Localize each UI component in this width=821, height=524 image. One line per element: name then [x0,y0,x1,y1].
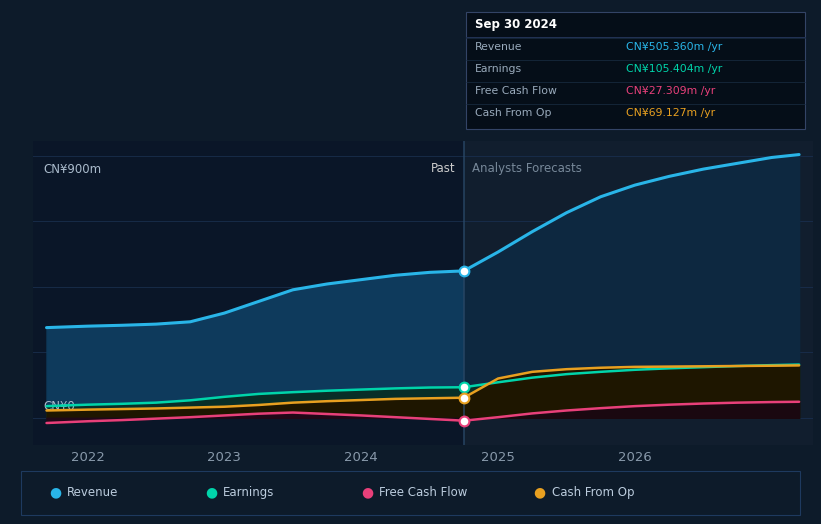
Text: ●: ● [361,486,374,499]
Text: ●: ● [534,486,546,499]
Text: Revenue: Revenue [475,42,523,52]
Text: CN¥505.360m /yr: CN¥505.360m /yr [626,42,722,52]
Text: Cash From Op: Cash From Op [552,486,634,499]
Text: ●: ● [49,486,62,499]
Text: CN¥0: CN¥0 [44,399,76,412]
Text: Earnings: Earnings [475,64,522,74]
Text: Revenue: Revenue [67,486,119,499]
Text: Analysts Forecasts: Analysts Forecasts [472,162,582,175]
Text: Past: Past [431,162,456,175]
Text: CN¥27.309m /yr: CN¥27.309m /yr [626,86,715,96]
Text: Sep 30 2024: Sep 30 2024 [475,18,557,31]
Text: ●: ● [205,486,218,499]
Text: Earnings: Earnings [223,486,275,499]
Text: Free Cash Flow: Free Cash Flow [379,486,468,499]
Text: CN¥900m: CN¥900m [44,163,102,176]
Bar [464,141,821,445]
Text: Cash From Op: Cash From Op [475,108,552,118]
Text: CN¥105.404m /yr: CN¥105.404m /yr [626,64,722,74]
Text: Free Cash Flow: Free Cash Flow [475,86,557,96]
Text: CN¥69.127m /yr: CN¥69.127m /yr [626,108,715,118]
